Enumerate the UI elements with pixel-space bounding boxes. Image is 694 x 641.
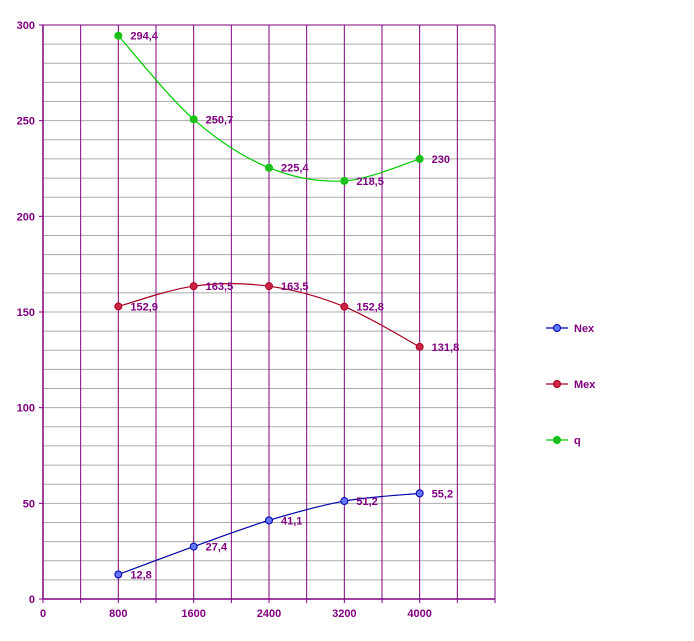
y-tick-label: 50 xyxy=(23,498,35,510)
data-point xyxy=(415,342,424,351)
data-label: 230 xyxy=(432,154,450,166)
data-labels: 12,8 27,4 41,1 51,2 55,2 152,9 163,5 163,5 152,8… xyxy=(130,31,459,582)
series-markers xyxy=(114,31,424,579)
data-label: 27,4 xyxy=(206,542,228,554)
x-tick-label: 1600 xyxy=(181,608,205,620)
data-label: 163,5 xyxy=(281,281,309,293)
data-point xyxy=(415,154,424,163)
data-point xyxy=(265,163,273,172)
data-point xyxy=(340,302,349,311)
legend-label: Mex xyxy=(574,379,596,391)
data-label: 294,4 xyxy=(130,31,158,43)
data-point xyxy=(265,516,273,525)
y-axis-ticks: 0 50 100 150 200 250 300 xyxy=(17,20,43,606)
legend-label: q xyxy=(574,435,581,447)
x-tick-label: 3200 xyxy=(332,608,356,620)
data-point xyxy=(189,115,198,124)
x-tick-label: 800 xyxy=(109,608,127,620)
data-label: 152,8 xyxy=(356,302,384,314)
data-label: 41,1 xyxy=(281,515,302,527)
series-line-q xyxy=(117,35,420,182)
data-label: 12,8 xyxy=(130,570,151,582)
x-axis-ticks: 0 800 1600 2400 3200 4000 xyxy=(40,599,496,620)
y-tick-label: 250 xyxy=(17,116,35,128)
y-tick-label: 200 xyxy=(17,211,35,223)
x-tick-label: 4000 xyxy=(407,608,431,620)
legend-marker xyxy=(553,324,561,332)
y-tick-label: 100 xyxy=(17,403,35,415)
data-label: 152,9 xyxy=(130,301,158,313)
major-gridlines xyxy=(43,24,495,599)
data-label: 225,4 xyxy=(281,163,309,175)
data-point xyxy=(189,282,198,291)
legend-marker xyxy=(553,380,561,388)
data-point xyxy=(189,542,198,551)
data-point xyxy=(114,302,123,311)
y-tick-label: 0 xyxy=(29,594,35,606)
data-point xyxy=(415,489,424,498)
data-label: 55,2 xyxy=(432,488,453,500)
legend: Nex Mex q xyxy=(546,323,596,447)
data-label: 250,7 xyxy=(206,114,234,126)
data-label: 51,2 xyxy=(356,496,377,508)
x-tick-label: 0 xyxy=(40,608,46,620)
y-tick-label: 300 xyxy=(17,20,35,32)
data-label: 163,5 xyxy=(206,281,234,293)
y-tick-label: 150 xyxy=(17,307,35,319)
data-point xyxy=(265,282,273,291)
data-label: 131,8 xyxy=(432,342,460,354)
data-label: 218,5 xyxy=(356,176,384,188)
x-tick-label: 2400 xyxy=(257,608,281,620)
data-point xyxy=(114,31,123,40)
legend-marker xyxy=(553,436,561,444)
data-point xyxy=(340,497,349,506)
data-point xyxy=(340,176,349,185)
legend-label: Nex xyxy=(574,323,595,335)
data-point xyxy=(114,570,123,579)
